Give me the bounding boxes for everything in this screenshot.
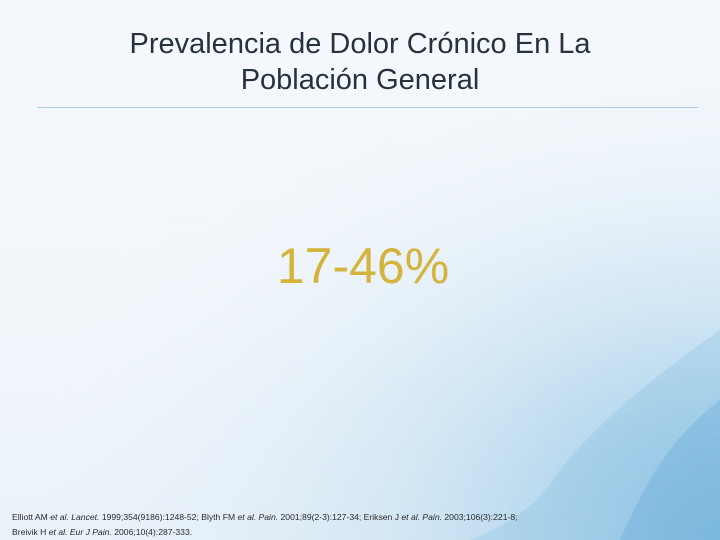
title-divider <box>38 107 698 108</box>
title-line-2: Población General <box>240 64 480 96</box>
prevalence-value: 17-46% <box>276 238 450 294</box>
reference-line-2: Breivik H et al. Eur J Pain. 2006;10(4):… <box>12 527 193 537</box>
slide-title: Prevalencia de Dolor Crónico En La Pobla… <box>40 26 680 98</box>
references: Elliott AM et al. Lancet. 1999;354(9186)… <box>12 510 692 540</box>
reference-line-1: Elliott AM et al. Lancet. 1999;354(9186)… <box>12 512 518 522</box>
title-line-1: Prevalencia de Dolor Crónico En La <box>129 28 591 60</box>
